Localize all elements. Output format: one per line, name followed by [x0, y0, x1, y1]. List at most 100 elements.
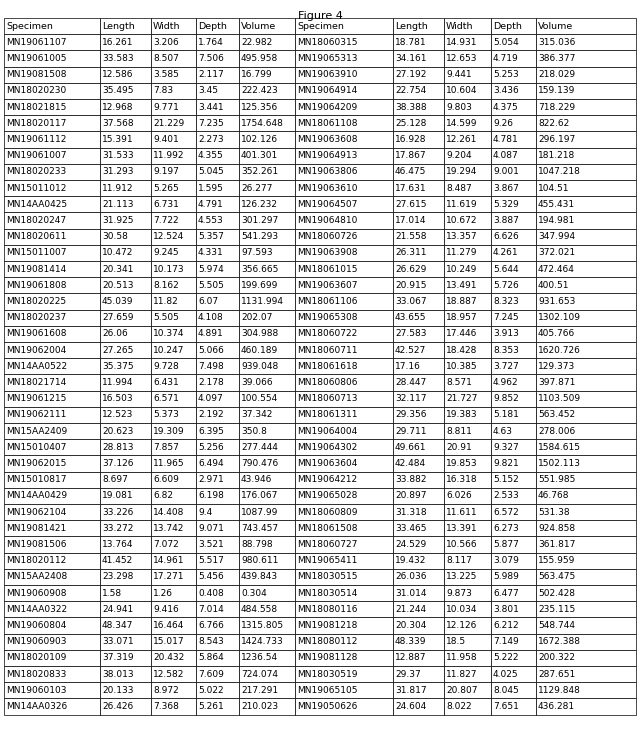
Text: 8.571: 8.571 — [446, 378, 472, 387]
Bar — [4, 310, 100, 326]
Bar — [491, 147, 536, 164]
Text: 28.447: 28.447 — [395, 378, 426, 387]
Text: MN19065411: MN19065411 — [297, 556, 357, 565]
Text: 8.543: 8.543 — [198, 637, 224, 646]
Text: 26.629: 26.629 — [395, 264, 426, 274]
Bar — [151, 180, 196, 196]
Text: 6.731: 6.731 — [153, 200, 179, 209]
Text: 1315.805: 1315.805 — [241, 621, 284, 630]
Bar — [196, 164, 239, 180]
Bar — [196, 180, 239, 196]
Bar — [393, 650, 444, 666]
Bar — [393, 391, 444, 407]
Bar — [444, 196, 491, 212]
Text: 8.507: 8.507 — [153, 54, 179, 63]
Bar — [536, 602, 636, 618]
Text: 472.464: 472.464 — [538, 264, 575, 274]
Text: 18.887: 18.887 — [446, 297, 477, 306]
Text: MN18060727: MN18060727 — [297, 540, 357, 549]
Bar — [196, 342, 239, 358]
Text: 37.126: 37.126 — [102, 459, 134, 468]
Bar — [393, 472, 444, 488]
Text: 12.126: 12.126 — [446, 621, 477, 630]
Text: 29.356: 29.356 — [395, 410, 426, 420]
Text: 42.527: 42.527 — [395, 345, 426, 355]
Bar — [491, 212, 536, 228]
Text: 12.261: 12.261 — [446, 135, 477, 144]
Bar — [100, 164, 151, 180]
Bar — [491, 358, 536, 374]
Text: 16.318: 16.318 — [446, 475, 477, 484]
Text: 10.472: 10.472 — [102, 248, 133, 258]
Text: 352.261: 352.261 — [241, 167, 278, 177]
Text: MN18060713: MN18060713 — [297, 394, 358, 403]
Text: 19.081: 19.081 — [102, 491, 134, 500]
Bar — [295, 683, 393, 699]
Bar — [239, 180, 295, 196]
Text: 19.309: 19.309 — [153, 426, 184, 436]
Bar — [536, 407, 636, 423]
Bar — [393, 569, 444, 585]
Bar — [196, 488, 239, 504]
Bar — [151, 683, 196, 699]
Text: 4.63: 4.63 — [493, 426, 513, 436]
Text: 5.066: 5.066 — [198, 345, 224, 355]
Bar — [295, 228, 393, 245]
Text: 19.853: 19.853 — [446, 459, 477, 468]
Bar — [196, 585, 239, 602]
Bar — [295, 358, 393, 374]
Bar — [239, 212, 295, 228]
Bar — [4, 504, 100, 520]
Bar — [491, 618, 536, 634]
Bar — [444, 147, 491, 164]
Text: 563.452: 563.452 — [538, 410, 575, 420]
Bar — [491, 66, 536, 82]
Text: 9.873: 9.873 — [446, 588, 472, 598]
Text: 4.261: 4.261 — [493, 248, 518, 258]
Text: 45.039: 45.039 — [102, 297, 134, 306]
Bar — [393, 439, 444, 456]
Text: MN14AA0522: MN14AA0522 — [6, 362, 67, 371]
Text: 10.247: 10.247 — [153, 345, 184, 355]
Text: 12.523: 12.523 — [102, 410, 133, 420]
Bar — [196, 261, 239, 277]
Text: 315.036: 315.036 — [538, 38, 575, 47]
Text: Volume: Volume — [241, 22, 276, 31]
Text: 125.356: 125.356 — [241, 103, 278, 112]
Text: 1302.109: 1302.109 — [538, 313, 581, 322]
Bar — [536, 374, 636, 391]
Bar — [536, 439, 636, 456]
Text: 931.653: 931.653 — [538, 297, 575, 306]
Text: 16.928: 16.928 — [395, 135, 426, 144]
Bar — [536, 504, 636, 520]
Bar — [444, 683, 491, 699]
Bar — [295, 293, 393, 310]
Text: 14.599: 14.599 — [446, 119, 477, 128]
Text: MN19063610: MN19063610 — [297, 184, 358, 193]
Text: 6.82: 6.82 — [153, 491, 173, 500]
Text: 5.152: 5.152 — [493, 475, 519, 484]
Bar — [295, 488, 393, 504]
Bar — [4, 18, 100, 34]
Bar — [151, 650, 196, 666]
Bar — [151, 261, 196, 277]
Bar — [393, 310, 444, 326]
Text: 217.291: 217.291 — [241, 685, 278, 695]
Bar — [4, 553, 100, 569]
Text: 5.974: 5.974 — [198, 264, 224, 274]
Text: MN18060726: MN18060726 — [297, 232, 357, 241]
Bar — [444, 115, 491, 131]
Text: Specimen: Specimen — [297, 22, 344, 31]
Text: 4.781: 4.781 — [493, 135, 519, 144]
Bar — [4, 34, 100, 50]
Bar — [393, 115, 444, 131]
Bar — [4, 115, 100, 131]
Text: 7.857: 7.857 — [153, 443, 179, 452]
Bar — [151, 666, 196, 683]
Bar — [393, 245, 444, 261]
Text: 5.989: 5.989 — [493, 572, 519, 581]
Text: MN19061112: MN19061112 — [6, 135, 67, 144]
Text: 5.373: 5.373 — [153, 410, 179, 420]
Bar — [4, 277, 100, 293]
Bar — [239, 488, 295, 504]
